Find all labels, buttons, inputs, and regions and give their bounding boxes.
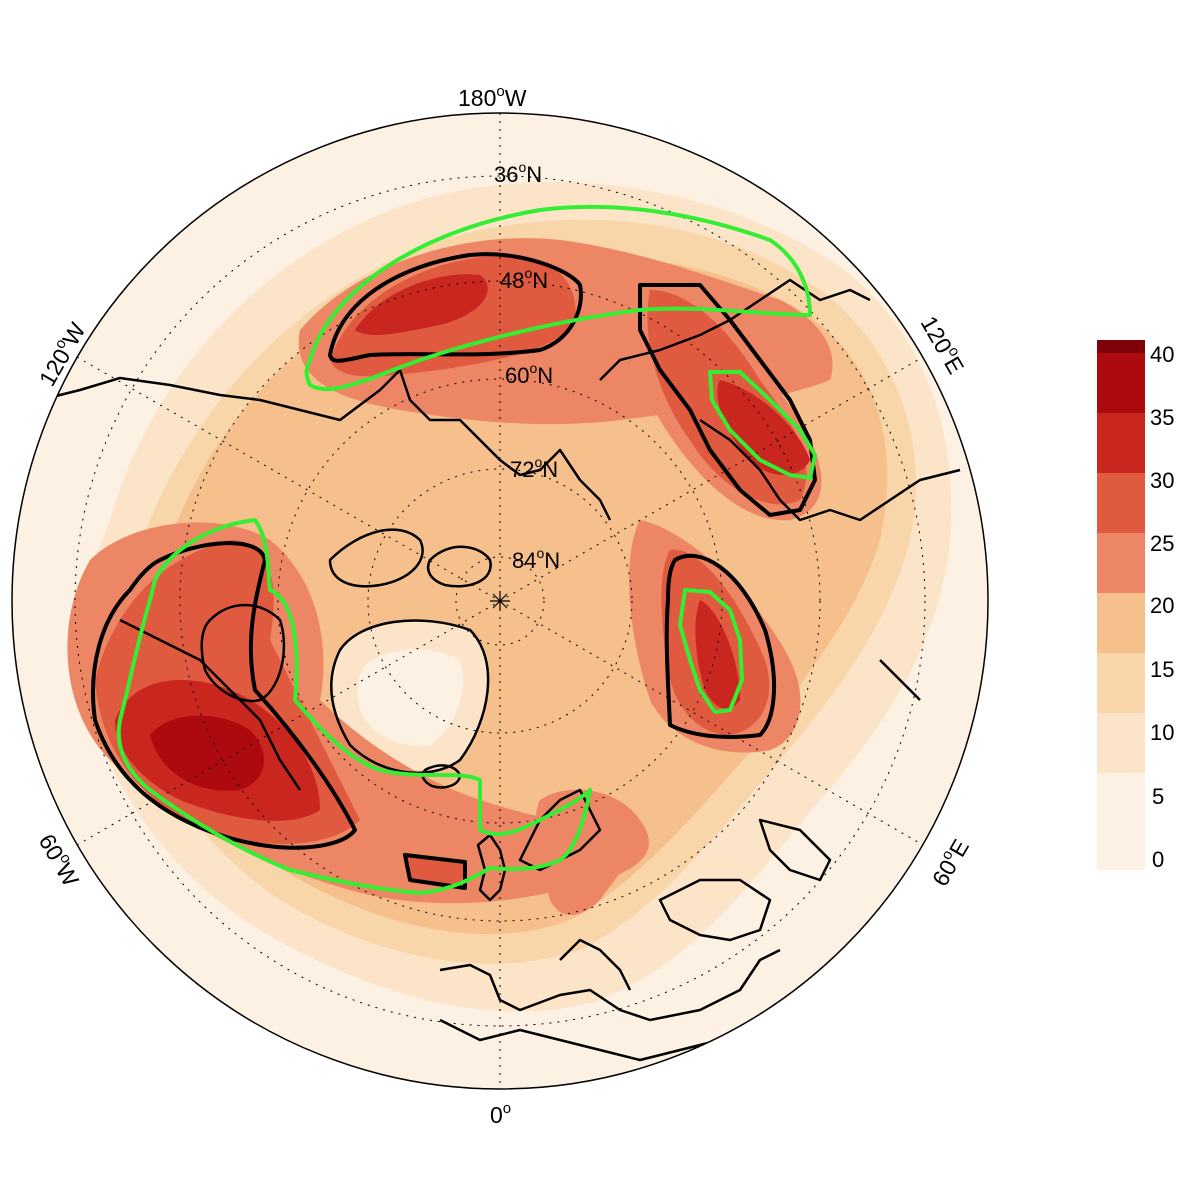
contour-siberia-black bbox=[664, 553, 776, 739]
green-contours bbox=[116, 204, 817, 895]
pole-asterisk-icon bbox=[490, 591, 510, 611]
lon-label-0: 0o bbox=[490, 1100, 511, 1128]
colorbar-tick-10: 10 bbox=[1150, 720, 1175, 745]
colorbar-band-30-35 bbox=[1097, 413, 1145, 473]
map-boundary bbox=[11, 112, 989, 1090]
lat-label-72: 72oN bbox=[510, 454, 558, 482]
contour-eastasia-green bbox=[708, 370, 817, 480]
colorbar-tick-5: 5 bbox=[1152, 784, 1165, 809]
colorbar-tick-25: 25 bbox=[1150, 531, 1175, 556]
contour-atlantic-black bbox=[91, 541, 357, 850]
lat-label-48: 48oN bbox=[500, 265, 548, 293]
lon-label-60e: 60oE bbox=[925, 834, 974, 891]
colorbar-tick-35: 35 bbox=[1150, 405, 1175, 430]
colorbar-tick-40: 40 bbox=[1150, 342, 1175, 367]
contour-pacific-green bbox=[304, 204, 812, 392]
contour-pacific-black bbox=[328, 252, 583, 363]
lat-label-84: 84oN bbox=[512, 545, 560, 573]
colorbar-band-35-40 bbox=[1097, 353, 1145, 413]
colorbar-band-5-10 bbox=[1097, 713, 1145, 773]
black-contours bbox=[91, 252, 817, 890]
colorbar-band-25-30 bbox=[1097, 473, 1145, 533]
contour-ne-atlantic-black bbox=[403, 853, 467, 890]
lat-label-36: 36oN bbox=[494, 159, 542, 187]
colorbar-tick-15: 15 bbox=[1150, 657, 1175, 682]
colorbar-band-40-41 bbox=[1097, 340, 1145, 353]
colorbar-band-20-25 bbox=[1097, 533, 1145, 593]
colorbar-tick-20: 20 bbox=[1150, 593, 1175, 618]
colorbar-tick-0: 0 bbox=[1152, 847, 1165, 872]
contour-atlantic-green bbox=[116, 518, 592, 895]
lat-label-60: 60oN bbox=[505, 360, 553, 388]
colorbar-tick-30: 30 bbox=[1150, 468, 1175, 493]
lon-label-180w: 180oW bbox=[458, 83, 527, 111]
contour-siberia-green bbox=[678, 588, 744, 714]
colorbar-band-10-15 bbox=[1097, 653, 1145, 713]
contour-eastasia-black bbox=[638, 283, 817, 517]
colorbar-band-15-20 bbox=[1097, 593, 1145, 653]
colorbar-band-0-5 bbox=[1097, 773, 1145, 870]
latitude-labels: 36oN 48oN 60oN 72oN 84oN bbox=[494, 159, 560, 573]
